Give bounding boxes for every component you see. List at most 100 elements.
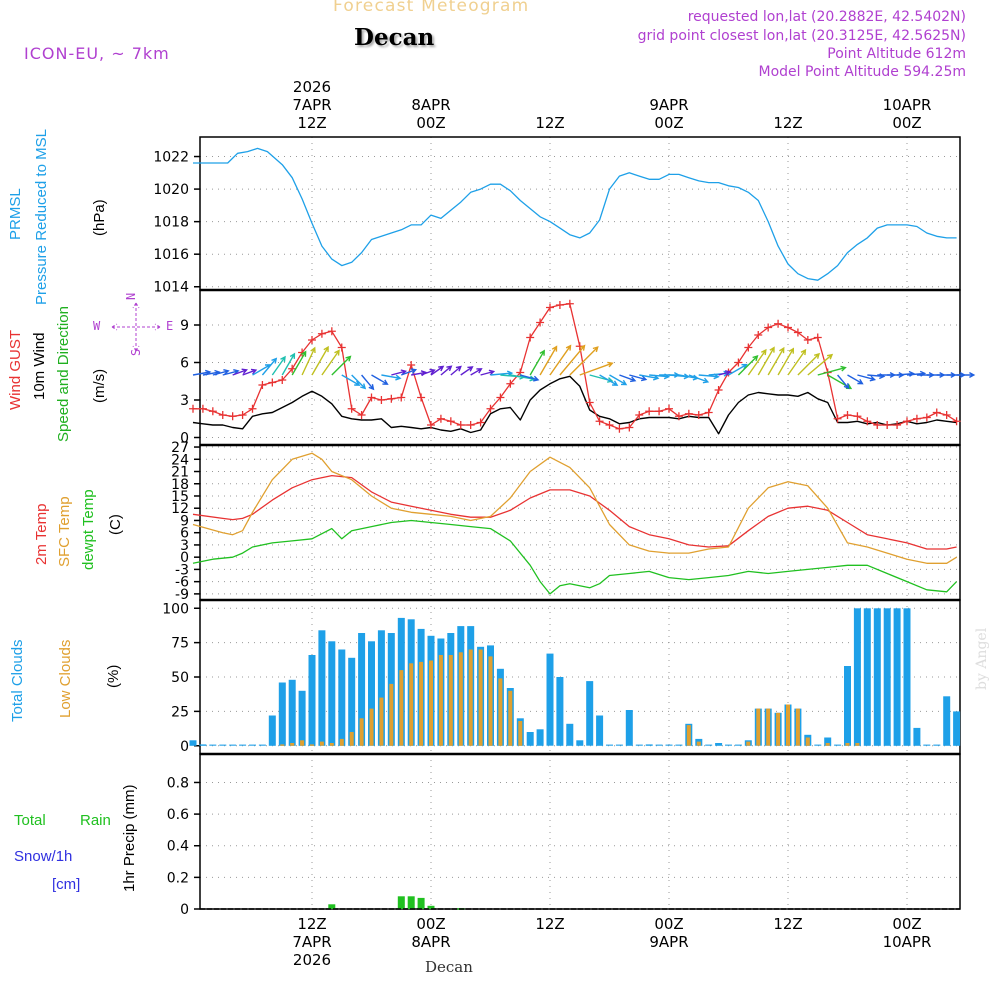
compass-rose-icon [111, 302, 161, 352]
gust-marker [853, 412, 862, 421]
total-cloud-bar [913, 727, 921, 746]
top-time-label: 00Z [416, 114, 445, 132]
low-cloud-bar [280, 744, 285, 746]
gust-marker [327, 327, 336, 336]
ytick-label: 15 [171, 489, 189, 505]
total-cloud-bar [278, 682, 286, 746]
total-cloud-bar [328, 641, 336, 746]
gust-marker [407, 361, 416, 369]
wind-vector-arrow [261, 357, 278, 376]
low-cloud-bar [379, 697, 384, 746]
ytick-label: 6 [180, 526, 189, 542]
rain-bar [397, 896, 405, 909]
point-altitude: Point Altitude 612m [827, 46, 966, 62]
total-cloud-bar [953, 711, 961, 746]
wind-vector-arrow [549, 344, 572, 376]
total-cloud-bar [715, 743, 723, 746]
gust-marker [774, 319, 783, 328]
top-time-label: 7APR [292, 96, 331, 114]
total-cloud-bar [556, 677, 564, 746]
low-cloud-bar [756, 708, 761, 746]
low-cloud-bar [776, 712, 781, 746]
wind-vector-arrow [281, 352, 296, 376]
low-cloud-bar [329, 743, 334, 746]
gust-marker [288, 364, 297, 373]
top-time-label: 12Z [535, 114, 564, 132]
model-point-altitude: Model Point Altitude 594.25m [758, 64, 966, 80]
wind-vector-arrow [728, 363, 748, 376]
total-cloud-bar [853, 608, 861, 746]
wind-vector-arrow [718, 370, 732, 376]
total-cloud-bar [526, 732, 534, 746]
total-cloud-bar [675, 744, 683, 746]
gust-marker [764, 323, 773, 332]
panel-frame [199, 753, 961, 910]
total-cloud-bar [814, 744, 822, 746]
wind-vector-arrow [767, 346, 785, 376]
low-cloud-bar [369, 708, 374, 746]
low-cloud-bar [319, 741, 324, 746]
total-cloud-bar [586, 681, 594, 746]
gust-marker [536, 318, 545, 327]
gust-marker [546, 303, 554, 312]
gust-marker [486, 404, 495, 413]
total-cloud-bar [546, 653, 554, 746]
top-time-label: 12Z [297, 114, 326, 132]
total-cloud-bar [596, 715, 604, 746]
model-name: ICON-EU, ~ 7km [24, 44, 170, 63]
ytick-label: 1018 [153, 215, 189, 231]
panel-frame [199, 136, 961, 291]
low-cloud-bar [746, 741, 751, 746]
wind-vector-arrow [539, 345, 558, 376]
total-cloud-bar [834, 744, 842, 746]
total-cloud-bar [199, 744, 207, 746]
gust-marker [317, 329, 326, 338]
footer-station: Decan [425, 958, 473, 976]
series-line-2m-temp [192, 474, 957, 550]
low-cloud-bar [488, 656, 493, 746]
panel-precip: 0 0.2 0.4 0.6 0.8 1hr Precip (mm) [121, 753, 961, 918]
rain-bar [417, 897, 425, 909]
ytick-label: 1016 [153, 247, 189, 263]
wind-vector-arrow [232, 368, 248, 376]
wind-vector-arrow [837, 374, 850, 390]
total-cloud-bar [229, 744, 237, 746]
ytick-label: 50 [171, 670, 189, 686]
wind-vector-arrow [520, 374, 540, 382]
gust-marker [942, 411, 951, 419]
gust-marker [674, 412, 683, 421]
gust-marker [803, 336, 812, 344]
wind-vector-arrow [490, 370, 514, 377]
gust-marker [734, 358, 743, 367]
total-cloud-bar [725, 744, 732, 746]
series-line-prmsl [193, 147, 957, 281]
axis-label-temp-0: 2m Temp [33, 504, 50, 565]
gust-marker [228, 412, 237, 421]
total-cloud-bar [893, 608, 901, 746]
wind-vector-arrow [331, 355, 352, 376]
gust-marker [367, 393, 376, 402]
gust-marker [883, 421, 892, 429]
bottom-time-label: 8APR [411, 933, 450, 951]
wind-vector-arrow [807, 353, 834, 376]
total-cloud-bar [863, 608, 871, 746]
wind-vector-arrow [579, 361, 614, 376]
wind-vector-arrow [857, 374, 877, 382]
gust-marker [833, 414, 842, 423]
wind-vector-arrow [747, 348, 767, 376]
total-cloud-bar [824, 737, 832, 746]
ytick-label: 0.8 [167, 775, 189, 791]
total-cloud-bar [883, 608, 891, 746]
low-cloud-bar [795, 708, 800, 746]
gust-marker [912, 414, 921, 423]
bottom-time-label: 12Z [773, 915, 802, 933]
bottom-time-label: 12Z [535, 915, 564, 933]
rain-bar [407, 896, 415, 909]
precip-label-rain: Rain [80, 812, 111, 829]
total-cloud-bar [536, 729, 544, 746]
gust-marker [446, 417, 455, 426]
bottom-time-label: 00Z [654, 915, 683, 933]
gust-marker [476, 418, 485, 427]
bottom-time-label: 12Z [297, 915, 326, 933]
wind-vector-arrow [321, 349, 340, 376]
